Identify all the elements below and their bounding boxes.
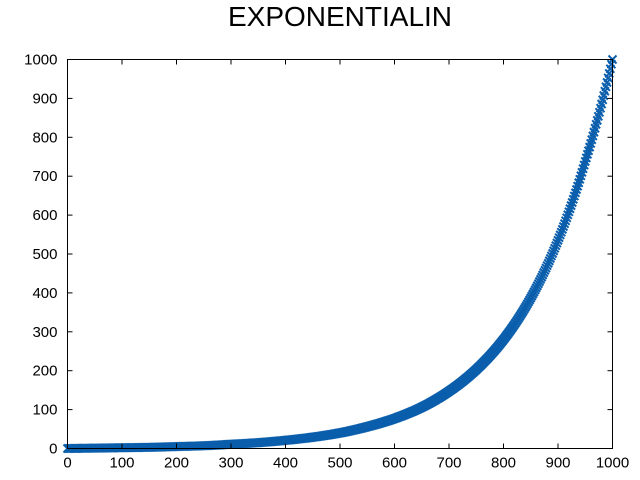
x-tick-label: 300 — [218, 455, 243, 472]
axis-ticks: 0 100 200 300 400 500 600 700 800 900 1000 0 100 200 3… — [24, 52, 629, 472]
data-point — [555, 230, 565, 240]
data-point — [553, 235, 563, 246]
x-tick-label: 200 — [164, 455, 189, 472]
y-tick-label: 300 — [32, 324, 57, 341]
chart-title: EXPONENTIALIN — [228, 1, 452, 32]
y-tick-label: 500 — [32, 246, 57, 263]
y-tick-label: 100 — [32, 402, 57, 419]
y-tick-label: 0 — [49, 441, 57, 458]
x-tick-label: 900 — [545, 455, 570, 472]
x-tick-label: 100 — [109, 455, 134, 472]
y-tick-label: 900 — [32, 90, 57, 107]
x-tick-label: 0 — [63, 455, 71, 472]
data-marks — [62, 54, 618, 454]
plot-frame — [67, 59, 613, 449]
data-point — [551, 240, 561, 251]
data-point — [546, 251, 557, 261]
y-tick-label: 800 — [32, 129, 57, 146]
y-tick-label: 600 — [32, 207, 57, 224]
y-tick-label: 200 — [32, 363, 57, 380]
y-tick-label: 700 — [32, 168, 57, 185]
data-point — [554, 232, 564, 243]
data-point — [547, 248, 558, 259]
data-point — [550, 243, 560, 254]
y-tick-label: 400 — [32, 285, 57, 302]
x-tick-label: 500 — [327, 455, 352, 472]
data-point — [548, 246, 559, 256]
x-tick-label: 700 — [436, 455, 461, 472]
data-point — [552, 238, 562, 248]
data-point — [556, 227, 566, 237]
x-tick-label: 600 — [382, 455, 407, 472]
x-tick-label: 400 — [273, 455, 298, 472]
x-tick-label: 1000 — [596, 455, 629, 472]
x-tick-label: 800 — [491, 455, 516, 472]
y-tick-label: 1000 — [24, 52, 57, 69]
